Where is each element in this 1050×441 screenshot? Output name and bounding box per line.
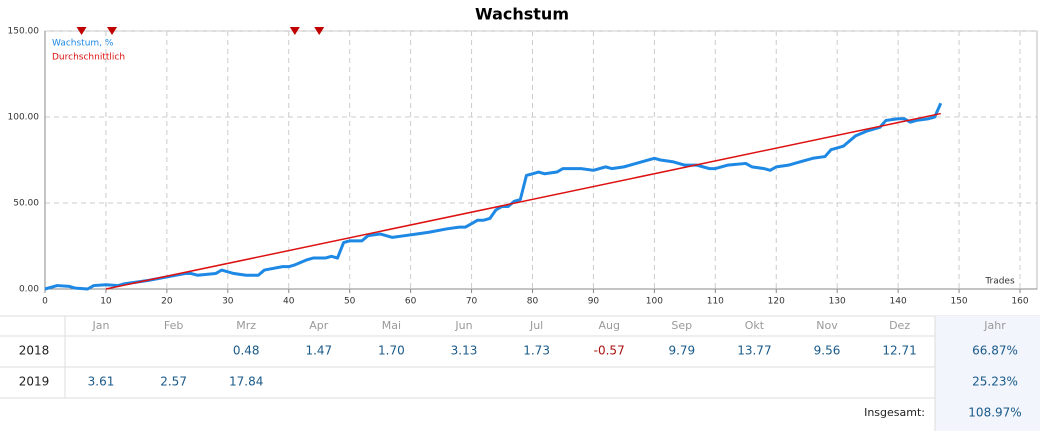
x-tick-label: 40 xyxy=(283,297,295,307)
x-tick-label: 60 xyxy=(405,297,417,307)
event-marker xyxy=(314,27,325,35)
x-tick-label: 100 xyxy=(646,297,663,307)
column-header: Aug xyxy=(598,319,619,332)
month-value: 2.57 xyxy=(160,375,187,389)
footer-label: Insgesamt: xyxy=(864,406,925,419)
year-total: 25.23% xyxy=(972,375,1018,389)
x-tick-label: 110 xyxy=(707,297,724,307)
column-header: Apr xyxy=(309,319,329,332)
row-year: 2019 xyxy=(19,375,50,389)
column-header: Jan xyxy=(92,319,110,332)
y-tick-label: 150.00 xyxy=(8,27,40,37)
month-value: 1.47 xyxy=(305,344,332,358)
x-tick-label: 150 xyxy=(950,297,967,307)
y-tick-label: 0.00 xyxy=(19,285,39,295)
x-axis-label: Trades xyxy=(984,277,1015,287)
column-header: Dez xyxy=(889,319,910,332)
legend-entry: Durchschnittlich xyxy=(52,53,125,63)
month-value: 12.71 xyxy=(882,344,916,358)
x-tick-label: 50 xyxy=(344,297,356,307)
plot-frame xyxy=(44,30,1038,290)
column-header: Jul xyxy=(529,319,543,332)
series-line xyxy=(105,112,941,290)
x-tick-label: 160 xyxy=(1011,297,1028,307)
month-value: 0.48 xyxy=(233,344,260,358)
column-header: Feb xyxy=(164,319,183,332)
column-header: Mrz xyxy=(236,319,256,332)
month-value: 3.13 xyxy=(451,344,478,358)
month-value: -0.57 xyxy=(594,344,625,358)
footer-value: 108.97% xyxy=(968,406,1021,420)
event-marker xyxy=(289,27,300,35)
month-value: 1.73 xyxy=(523,344,550,358)
year-column xyxy=(935,316,1040,431)
x-tick-label: 120 xyxy=(768,297,785,307)
x-tick-label: 140 xyxy=(890,297,907,307)
chart-title: Wachstum xyxy=(475,5,569,24)
event-marker xyxy=(107,27,118,35)
month-value: 17.84 xyxy=(229,375,263,389)
month-value: 9.79 xyxy=(668,344,695,358)
x-tick-label: 30 xyxy=(222,297,234,307)
legend-entry: Wachstum, % xyxy=(52,39,114,49)
column-header: Okt xyxy=(745,319,765,332)
column-header: Nov xyxy=(816,319,838,332)
series-line xyxy=(44,102,943,291)
y-tick-label: 100.00 xyxy=(8,113,40,123)
month-value: 1.70 xyxy=(378,344,405,358)
year-total: 66.87% xyxy=(972,344,1018,358)
y-tick-label: 50.00 xyxy=(13,199,39,209)
column-header: Sep xyxy=(671,319,692,332)
month-value: 9.56 xyxy=(814,344,841,358)
column-header: Jahr xyxy=(983,319,1006,332)
x-tick-label: 130 xyxy=(829,297,846,307)
x-tick-label: 10 xyxy=(100,297,112,307)
event-marker xyxy=(76,27,87,35)
x-tick-label: 90 xyxy=(588,297,600,307)
x-tick-label: 80 xyxy=(527,297,539,307)
x-tick-label: 0 xyxy=(42,297,48,307)
month-value: 3.61 xyxy=(88,375,115,389)
column-header: Mai xyxy=(382,319,401,332)
month-value: 13.77 xyxy=(737,344,771,358)
x-tick-label: 70 xyxy=(466,297,478,307)
x-tick-label: 20 xyxy=(161,297,173,307)
column-header: Jun xyxy=(454,319,472,332)
row-year: 2018 xyxy=(19,344,50,358)
